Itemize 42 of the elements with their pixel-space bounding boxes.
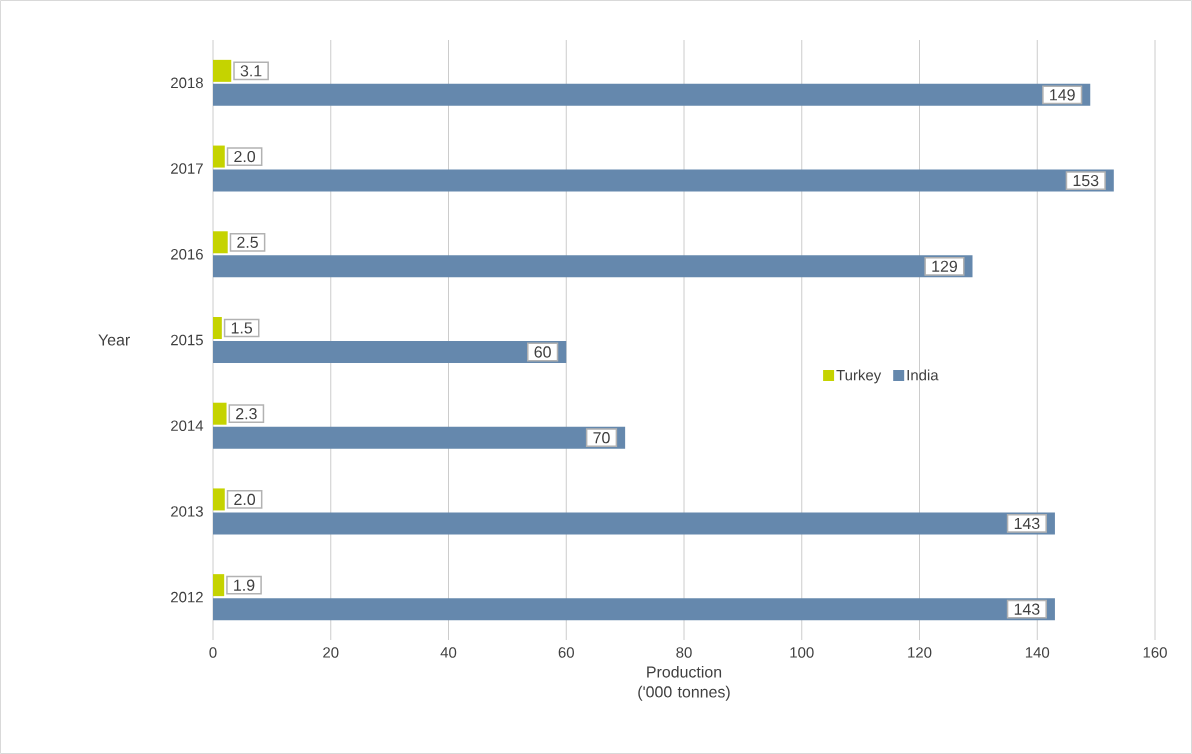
x-tick-label: 0 (209, 647, 217, 658)
data-label: 143 (1014, 603, 1040, 615)
x-tick-label: 60 (558, 647, 574, 658)
x-tick-label: 140 (1025, 647, 1050, 658)
x-tick-label: 120 (908, 647, 932, 658)
bar (213, 598, 1055, 621)
data-label: 3.1 (240, 65, 262, 77)
bar (213, 341, 567, 363)
y-tick-label: 2012 (171, 591, 203, 603)
data-label: 149 (1050, 89, 1075, 101)
x-tick-label: 80 (676, 647, 692, 658)
bar (213, 83, 1091, 106)
legend-label: Turkey (836, 369, 882, 384)
data-label: 1.9 (234, 579, 255, 591)
data-label: 2.0 (234, 150, 256, 163)
y-tick-label: 2013 (171, 506, 203, 517)
data-label: 70 (593, 432, 610, 444)
bar (213, 317, 222, 339)
data-label: 129 (932, 260, 957, 272)
y-axis-title: Year (98, 334, 130, 346)
x-tick-label: 160 (1143, 647, 1167, 658)
bar (213, 512, 1055, 535)
data-label: 143 (1014, 517, 1040, 530)
bar (213, 426, 626, 449)
y-tick-label: 2018 (171, 77, 203, 89)
x-tick-label: 20 (323, 647, 339, 658)
x-axis-title: Production ('000 tonnes) (638, 665, 730, 701)
y-tick-label: 2017 (171, 163, 203, 174)
y-tick-label: 2016 (171, 248, 203, 260)
data-label: 2.0 (234, 493, 256, 506)
y-tick-label: 2015 (171, 334, 203, 346)
x-tick-label: 40 (440, 647, 457, 658)
data-label: 153 (1073, 174, 1099, 187)
y-tick-label: 2014 (171, 420, 204, 431)
bar (213, 255, 973, 278)
data-label: 1.5 (231, 322, 253, 334)
x-tick-label: 100 (790, 647, 814, 658)
data-label: 2.3 (236, 408, 257, 420)
bar (213, 169, 1114, 192)
legend-label: India (907, 369, 939, 381)
data-label: 2.5 (237, 236, 258, 248)
data-label: 60 (534, 346, 551, 358)
